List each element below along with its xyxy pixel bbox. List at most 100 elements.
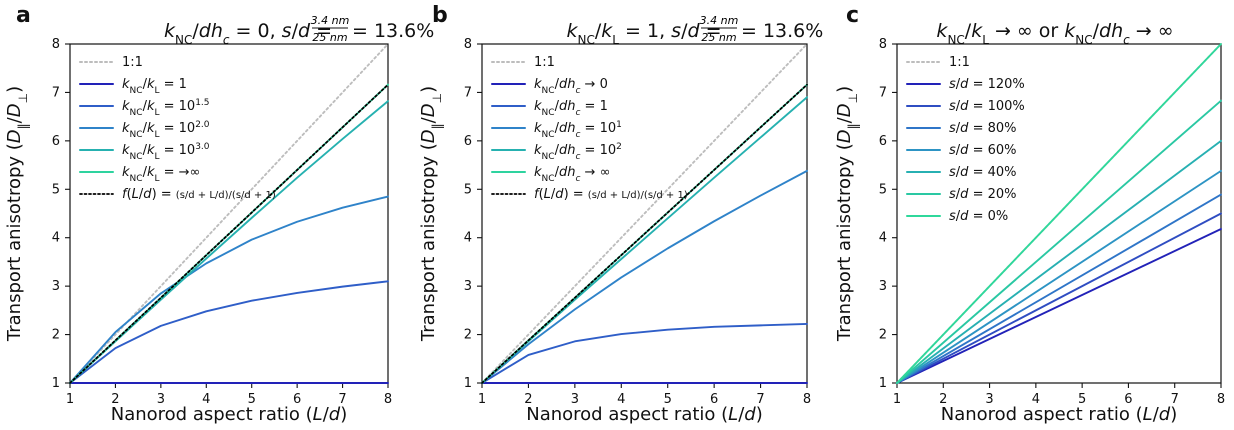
panel-b-legend-label-4: kNC/dhc = 102: [534, 142, 622, 162]
panel-c-ytick-label-6: 7: [879, 85, 887, 100]
panel-c-ytick-label-1: 2: [879, 328, 887, 343]
panel-letter-b: b: [432, 3, 448, 28]
panel-c-legend-label-5: s/d = 40%: [949, 165, 1017, 180]
panel-b-plot: 1 2 3 4 5 6 7 8 1 2 3 4 5 6 7 8 Nanorod aspect ratio (L/…: [418, 37, 811, 425]
panel-b-legend-label-2: kNC/dhc = 1: [534, 99, 608, 118]
panel-c-legend-label-2: s/d = 100%: [949, 99, 1025, 114]
panel-c-xtick-label-7: 8: [1217, 392, 1225, 407]
panel-a-xtick-label-0: 1: [66, 392, 74, 407]
panel-a-xtick-label-6: 7: [338, 392, 346, 407]
panel-b-series-0: [481, 43, 808, 384]
panel-c-xtick-label-4: 5: [1078, 392, 1086, 407]
panel-c-legend-label-1: s/d = 120%: [949, 77, 1025, 92]
panel-a-xtick-label-5: 6: [293, 392, 301, 407]
panel-a-series-2: [69, 280, 389, 384]
panel-c-xtick-label-6: 7: [1171, 392, 1179, 407]
panel-a-legend-label-6: f(L/d) = (s/d + L/d)/(s/d + 1): [122, 187, 276, 202]
panel-c-series-1: [896, 228, 1222, 384]
panel-c-series-4: [896, 169, 1222, 384]
panel-c-legend-label-0: 1:1: [949, 55, 970, 70]
panel-c-legend-label-3: s/d = 80%: [949, 121, 1017, 136]
panel-c-ytick-label-5: 6: [879, 134, 887, 149]
panel-a-legend-label-1: kNC/kL = 1: [122, 77, 187, 96]
panel-title-a-tail: = 13.6%: [352, 20, 434, 42]
panel-letter-a: a: [16, 3, 31, 28]
panel-c-series-7: [896, 43, 1222, 384]
panel-b-series-6: [481, 83, 808, 384]
panel-a-xtick-label-2: 3: [157, 392, 165, 407]
panel-c-xtick-label-3: 4: [1032, 392, 1040, 407]
panel-letter-c: c: [846, 3, 859, 28]
panel-b-ytick-label-6: 7: [464, 85, 472, 100]
panel-b-legend-label-1: kNC/dhc → 0: [534, 77, 608, 96]
panel-a-ytick-label-1: 2: [52, 328, 60, 343]
panel-a-ytick-label-2: 3: [52, 279, 60, 294]
panel-a-xtick-label-1: 2: [111, 392, 119, 407]
panel-b-ytick-label-5: 6: [464, 134, 472, 149]
panel-title-a-fraction-bottom: 25 nm: [312, 31, 347, 44]
panel-a-series-0: [69, 43, 389, 384]
panel-c: c kNC/kL → ∞ or kNC/dhc → ∞ 1 2 3 4 5 6 7 8 1 2 3 4…: [834, 3, 1225, 425]
panel-a-ytick-label-5: 6: [52, 134, 60, 149]
panel-c-ytick-label-3: 4: [879, 231, 887, 246]
panel-b-xtick-label-7: 8: [803, 392, 811, 407]
panel-a-ytick-label-0: 1: [52, 376, 60, 391]
panel-c-plot: 1 2 3 4 5 6 7 8 1 2 3 4 5 6 7 8 Nanorod aspect ratio (L/…: [834, 37, 1225, 425]
panel-c-xtick-label-1: 2: [939, 392, 947, 407]
panel-a-series-6: [69, 83, 389, 384]
panel-c-series-3: [896, 193, 1222, 384]
panel-a-series-4: [69, 100, 389, 384]
panel-b-legend-label-6: f(L/d) = (s/d + L/d)/(s/d + 1): [534, 187, 688, 202]
panel-b-legend-label-0: 1:1: [534, 55, 555, 70]
panel-c-legend-label-4: s/d = 60%: [949, 143, 1017, 158]
panel-b-ytick-label-0: 1: [464, 376, 472, 391]
panel-b-xtick-label-1: 2: [524, 392, 532, 407]
panel-b-ytick-label-1: 2: [464, 328, 472, 343]
panel-c-legend-label-7: s/d = 0%: [949, 209, 1008, 224]
panel-a-xtick-label-3: 4: [202, 392, 210, 407]
panel-a-xtick-label-4: 5: [248, 392, 256, 407]
panel-c-ytick-label-4: 5: [879, 182, 887, 197]
panel-title-c: kNC/kL → ∞ or kNC/dhc → ∞: [936, 20, 1173, 47]
panel-a-legend-label-0: 1:1: [122, 55, 143, 70]
panel-a: a kNC/dhc = 0, s/d = 3.4 nm 25 nm = 13.6…: [4, 3, 434, 425]
panel-title-b-tail: = 13.6%: [741, 20, 823, 42]
panel-b-ytick-label-7: 8: [464, 37, 472, 52]
panel-b-xlabel: Nanorod aspect ratio (L/d): [526, 404, 763, 425]
panel-b-xtick-label-5: 6: [710, 392, 718, 407]
panel-a-xlabel: Nanorod aspect ratio (L/d): [111, 404, 348, 425]
panel-a-ytick-label-6: 7: [52, 85, 60, 100]
panel-b-legend-label-5: kNC/dhc → ∞: [534, 165, 610, 184]
panel-b-series-3: [481, 169, 808, 384]
panel-title-b: kNC/kL = 1, s/d =: [567, 20, 722, 47]
panel-b-ytick-label-2: 3: [464, 279, 472, 294]
panel-b-xtick-label-0: 1: [478, 392, 486, 407]
panel-a-plot: 1 2 3 4 5 6 7 8 1 2 3 4 5 6 7 8 Nanorod aspect ratio (L/…: [4, 37, 392, 425]
panel-a-ytick-label-3: 4: [52, 231, 60, 246]
panel-b-ytick-label-3: 4: [464, 231, 472, 246]
panel-title-b-fraction-top: 3.4 nm: [700, 14, 739, 27]
panel-a-legend-label-2: kNC/kL = 101.5: [122, 98, 210, 118]
panel-c-xlabel: Nanorod aspect ratio (L/d): [941, 404, 1178, 425]
panel-a-ytick-label-7: 8: [52, 37, 60, 52]
panel-c-series-5: [896, 139, 1222, 384]
panel-b-xtick-label-2: 3: [571, 392, 579, 407]
panel-c-ytick-label-2: 3: [879, 279, 887, 294]
panel-a-legend-label-3: kNC/kL = 102.0: [122, 120, 210, 140]
panel-b: b kNC/kL = 1, s/d = 3.4 nm 25 nm = 13.6%…: [418, 3, 823, 425]
panel-b-ytick-label-4: 5: [464, 182, 472, 197]
panel-c-legend-label-6: s/d = 20%: [949, 187, 1017, 202]
panel-c-series-2: [896, 212, 1222, 384]
panel-c-ytick-label-7: 8: [879, 37, 887, 52]
panel-a-series-3: [69, 195, 389, 384]
panel-c-xtick-label-0: 1: [893, 392, 901, 407]
panel-a-xtick-label-7: 8: [384, 392, 392, 407]
panel-title-b-fraction-bottom: 25 nm: [701, 31, 736, 44]
panel-c-xtick-label-5: 6: [1124, 392, 1132, 407]
panel-c-xtick-label-2: 3: [985, 392, 993, 407]
panel-b-xtick-label-3: 4: [617, 392, 625, 407]
panel-b-legend-label-3: kNC/dhc = 101: [534, 120, 622, 140]
panel-b-xtick-label-4: 5: [664, 392, 672, 407]
panel-title-a-fraction-top: 3.4 nm: [311, 14, 350, 27]
panel-title-a: kNC/dhc = 0, s/d =: [164, 20, 332, 47]
